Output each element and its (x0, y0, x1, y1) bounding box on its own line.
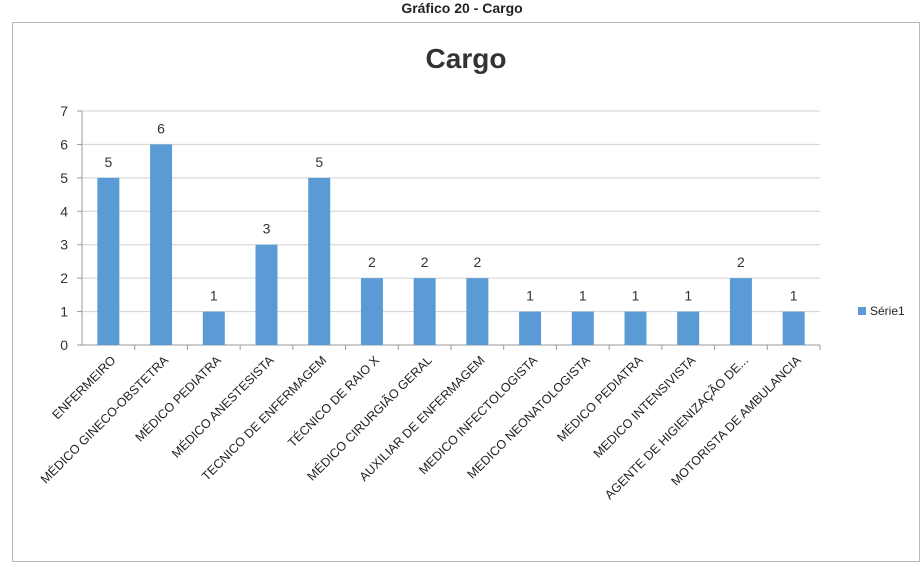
y-tick-label: 3 (60, 237, 68, 253)
data-label: 1 (210, 288, 218, 304)
bar (466, 278, 489, 345)
gridlines (82, 110, 820, 346)
bar (150, 144, 173, 345)
data-label: 2 (473, 254, 481, 270)
bar (782, 311, 805, 345)
x-tick-label: MEDICO INTENSIVISTA (591, 353, 699, 461)
y-tick-label: 0 (60, 337, 68, 353)
data-label: 3 (263, 221, 271, 237)
bar (677, 311, 700, 345)
figure-caption: Gráfico 20 - Cargo (401, 0, 523, 16)
x-tick-label: MÉDICO PEDIATRA (132, 352, 224, 444)
legend-swatch (858, 307, 866, 315)
y-tick-label: 5 (60, 170, 68, 186)
data-label: 1 (684, 288, 692, 304)
data-label: 2 (737, 254, 745, 270)
bar (571, 311, 594, 345)
bar (624, 311, 647, 345)
chart-title: Cargo (426, 43, 507, 74)
data-label: 1 (632, 288, 640, 304)
y-tick-label: 6 (60, 136, 68, 152)
data-label: 1 (579, 288, 587, 304)
bar (255, 244, 278, 345)
legend: Série1 (858, 304, 905, 318)
x-tick-label: MÉDICO PEDIATRA (554, 352, 646, 444)
bar (97, 177, 120, 345)
data-label: 6 (157, 120, 165, 136)
data-label: 5 (315, 154, 323, 170)
y-tick-label: 4 (60, 203, 68, 219)
x-tick-label: MÉDICO ANESTESISTA (168, 352, 277, 461)
data-label: 2 (368, 254, 376, 270)
y-axis-ticks: 0 1 2 3 4 5 6 7 (60, 103, 83, 353)
bar (360, 278, 383, 345)
y-tick-label: 7 (60, 103, 68, 119)
data-label: 5 (104, 154, 112, 170)
data-labels: 5 6 1 3 5 2 2 2 1 1 1 1 2 1 (104, 120, 797, 303)
data-label: 1 (790, 288, 798, 304)
data-label: 2 (421, 254, 429, 270)
y-tick-label: 2 (60, 270, 68, 286)
bar (413, 278, 436, 345)
x-tick-label: TÉCNICO DE RAIO X (285, 352, 383, 450)
bar (202, 311, 225, 345)
legend-label: Série1 (870, 304, 905, 318)
data-label: 1 (526, 288, 534, 304)
bar (729, 278, 752, 345)
y-tick-label: 1 (60, 304, 68, 320)
bar (308, 177, 331, 345)
bars (97, 144, 805, 345)
bar (519, 311, 542, 345)
